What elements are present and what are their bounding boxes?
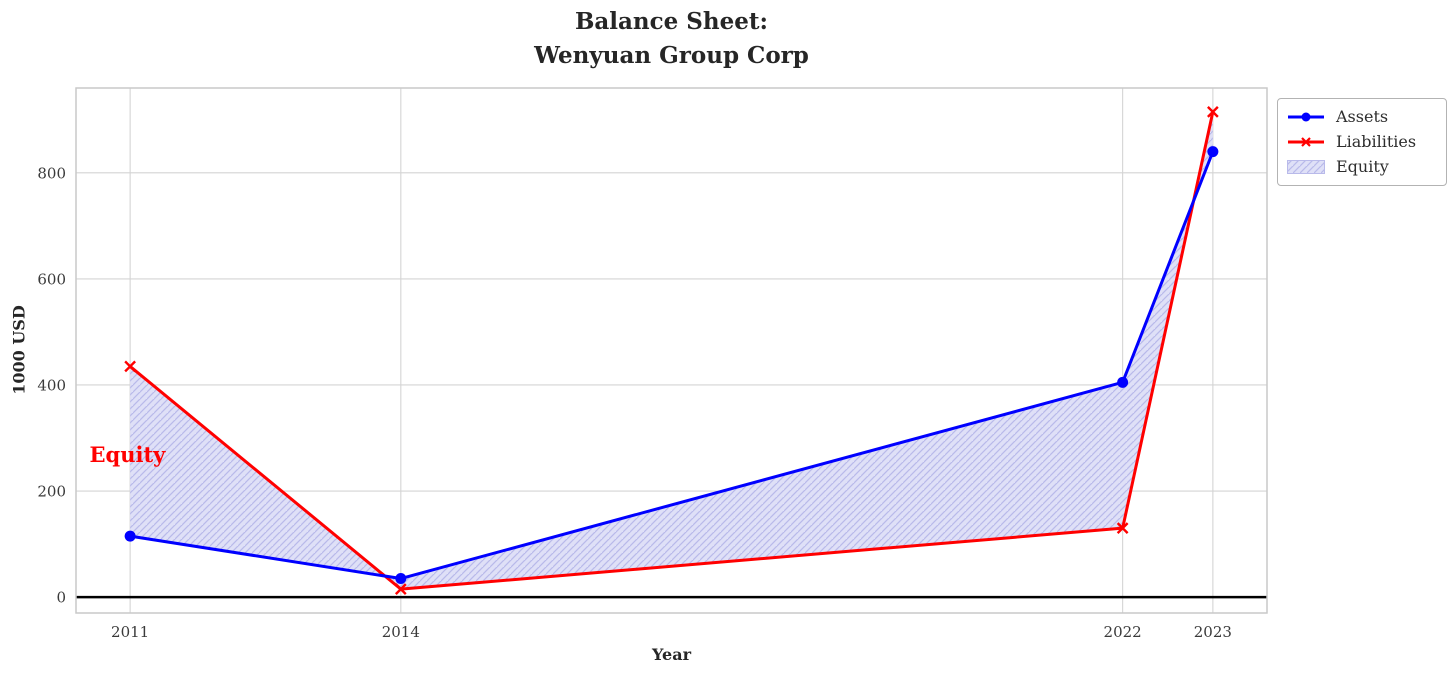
legend-label-liabilities: Liabilities bbox=[1336, 132, 1417, 151]
liabilities-marker bbox=[1116, 522, 1129, 534]
legend-label-equity: Equity bbox=[1336, 157, 1389, 176]
y-tick-label: 800 bbox=[37, 164, 66, 182]
y-tick-label: 200 bbox=[37, 483, 66, 501]
liabilities-line bbox=[128, 110, 1215, 591]
y-tick-label: 0 bbox=[56, 589, 66, 607]
assets-marker bbox=[395, 573, 407, 585]
assets-marker bbox=[1207, 146, 1219, 158]
liabilities-line-icon bbox=[1286, 134, 1326, 150]
x-tick-label: 2022 bbox=[1104, 623, 1142, 641]
y-tick-label: 600 bbox=[37, 270, 66, 288]
equity-annotation: Equity bbox=[89, 441, 166, 467]
x-tick-label: 2023 bbox=[1194, 623, 1232, 641]
x-tick-label: 2011 bbox=[111, 623, 149, 641]
legend-item-liabilities: Liabilities bbox=[1286, 132, 1436, 152]
axes-border bbox=[75, 87, 1268, 614]
liabilities-marker bbox=[1207, 106, 1219, 118]
liabilities-marker bbox=[124, 360, 136, 373]
y-tick-label: 400 bbox=[37, 376, 66, 394]
x-axis-label: Year bbox=[651, 645, 691, 664]
assets-marker bbox=[124, 530, 136, 542]
legend-item-equity: Equity bbox=[1286, 157, 1436, 177]
equity-patch-icon bbox=[1286, 159, 1326, 175]
assets-marker bbox=[1117, 376, 1129, 388]
equity-fill-hatch bbox=[130, 111, 1213, 590]
legend: Assets Liabilities Equity bbox=[1277, 98, 1447, 186]
chart-title: Balance Sheet: Wenyuan Group Corp bbox=[534, 8, 809, 69]
x-tick-label: 2014 bbox=[382, 623, 420, 641]
liabilities-marker bbox=[394, 583, 407, 595]
assets-line-icon bbox=[1286, 109, 1326, 125]
assets-line bbox=[128, 150, 1215, 581]
legend-item-assets: Assets bbox=[1286, 107, 1436, 127]
y-axis-label: 1000 USD bbox=[9, 305, 29, 395]
legend-label-assets: Assets bbox=[1336, 107, 1389, 126]
